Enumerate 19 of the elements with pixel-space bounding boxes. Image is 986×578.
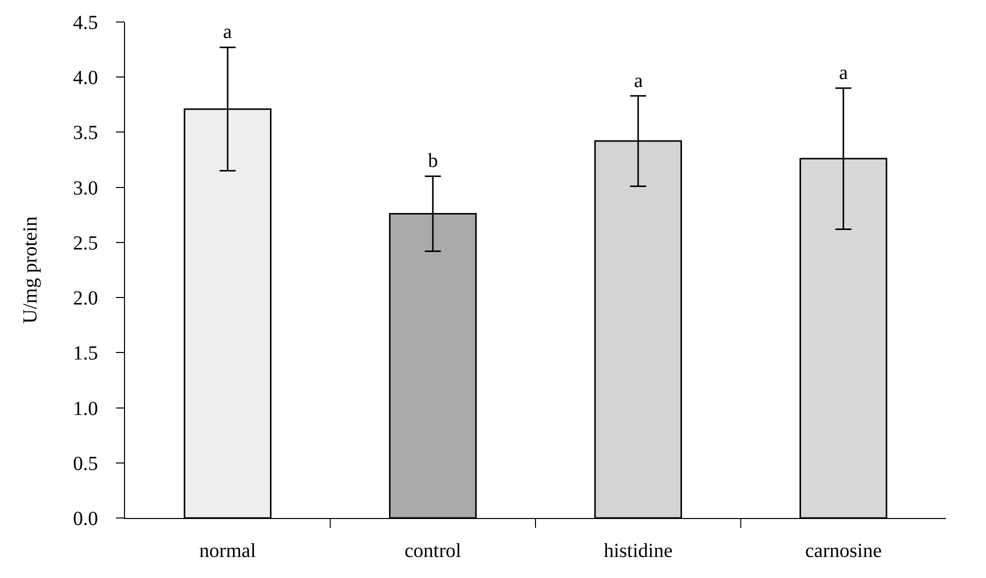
y-tick-label: 1.0	[73, 398, 98, 420]
y-tick-label: 4.0	[73, 67, 98, 90]
y-axis-title: U/mg protein	[20, 216, 42, 324]
x-tick-label: normal	[199, 540, 256, 562]
x-tick-label: histidine	[604, 540, 673, 562]
x-tick-label: carnosine	[805, 540, 882, 562]
y-tick-label: 3.5	[73, 122, 98, 144]
annotation: a	[839, 62, 848, 84]
y-tick-label: 3.0	[73, 177, 98, 200]
annotation: a	[223, 21, 232, 43]
annotation: a	[634, 70, 643, 92]
y-tick-label: 4.5	[73, 12, 98, 34]
y-tick-label: 2.0	[73, 288, 98, 310]
y-tick-label: 1.5	[73, 342, 98, 365]
x-tick-label: control	[404, 540, 462, 562]
y-tick-label: 2.5	[73, 232, 98, 254]
y-tick-label: 0.0	[73, 508, 98, 530]
y-tick-label: 0.5	[73, 452, 98, 475]
annotation: b	[428, 150, 438, 172]
